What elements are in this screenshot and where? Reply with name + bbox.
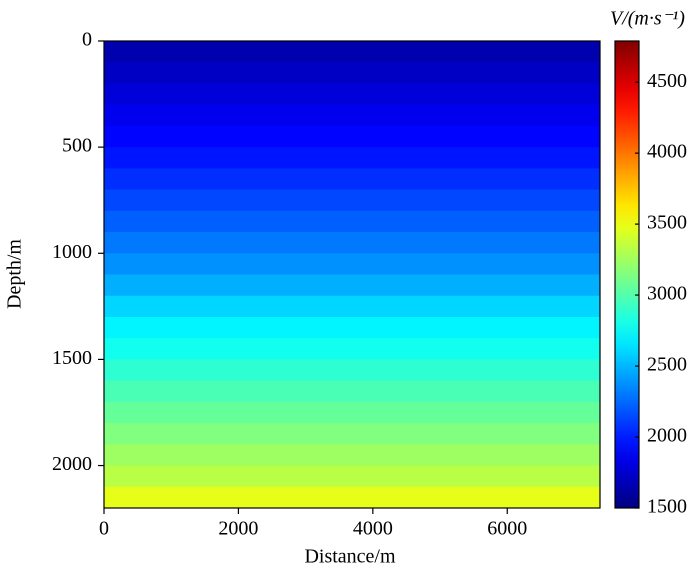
x-tick-label: 2000 — [218, 518, 258, 540]
x-tick-label: 6000 — [487, 518, 527, 540]
heatmap-cell — [104, 147, 600, 169]
colorbar-tick-label: 3000 — [647, 283, 687, 305]
y-tick-label: 2000 — [52, 453, 92, 475]
y-tick-label: 1000 — [52, 241, 92, 263]
heatmap-cell — [104, 232, 600, 254]
heatmap-cell — [104, 444, 600, 467]
heatmap-cell — [104, 168, 600, 191]
colorbar-tick-label: 4000 — [647, 141, 687, 163]
colorbar-tick-label: 4500 — [647, 70, 687, 92]
y-axis-label: Depth/m — [4, 239, 26, 309]
heatmap-cell — [104, 359, 600, 382]
heatmap-cell — [104, 41, 600, 63]
y-tick-label: 1500 — [52, 347, 92, 369]
heatmap-cell — [104, 486, 600, 509]
heatmap-cell — [104, 62, 600, 84]
colorbar-tick-label: 2000 — [647, 425, 687, 447]
heatmap-cell — [104, 423, 600, 445]
y-tick-label: 500 — [62, 135, 92, 157]
heatmap-cell — [104, 189, 600, 212]
colorbar — [614, 40, 640, 509]
heatmap-cell — [104, 253, 600, 275]
heatmap-cell — [104, 274, 600, 297]
y-tick-label: 0 — [82, 29, 92, 51]
x-axis-label: Distance/m — [304, 546, 396, 568]
heatmap-cell — [104, 295, 600, 318]
x-tick-label: 0 — [99, 518, 109, 540]
heatmap-cell — [104, 125, 600, 148]
heatmap-cell — [104, 338, 600, 360]
heatmap-cell — [104, 380, 600, 403]
colorbar-label: V/(m·s⁻¹) — [610, 8, 685, 30]
heatmap-cell — [104, 104, 600, 127]
colorbar-tick-label: 1500 — [647, 496, 687, 518]
heatmap-cell — [104, 210, 600, 233]
heatmap-cell — [104, 83, 600, 106]
colorbar-tick-label: 3500 — [647, 212, 687, 234]
heatmap-cell — [104, 465, 600, 488]
colorbar-tick-label: 2500 — [647, 354, 687, 376]
heatmap-cell — [104, 316, 600, 339]
x-tick-label: 4000 — [353, 518, 393, 540]
plot-frame — [103, 40, 601, 509]
heatmap-cell — [104, 401, 600, 424]
